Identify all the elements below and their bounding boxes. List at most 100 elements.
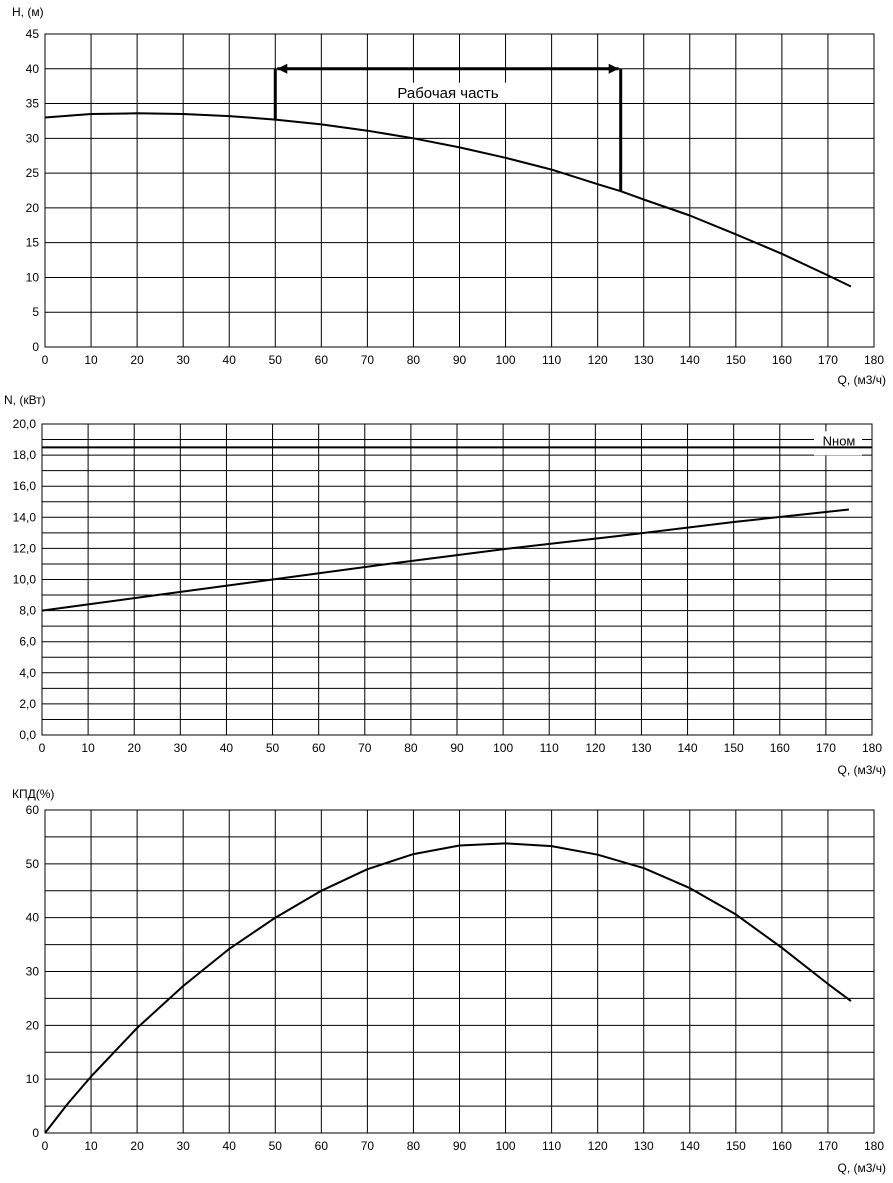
power-x-tick-label: 50 xyxy=(266,741,280,755)
power-x-tick-label: 30 xyxy=(174,741,188,755)
head-y-tick-label: 20 xyxy=(26,201,40,215)
head-x-tick-label: 10 xyxy=(84,353,98,367)
efficiency-x-tick-label: 160 xyxy=(772,1139,792,1153)
power-x-tick-label: 110 xyxy=(540,741,559,755)
head-x-tick-label: 100 xyxy=(496,353,516,367)
power-x-tick-label: 10 xyxy=(81,741,95,755)
power-x-tick-label: 0 xyxy=(39,741,46,755)
power-plot-frame xyxy=(41,423,873,736)
nominal-power-label-background xyxy=(814,431,862,456)
efficiency-x-tick-label: 140 xyxy=(680,1139,700,1153)
efficiency-x-tick-label: 130 xyxy=(634,1139,654,1153)
working-range-label-background xyxy=(381,82,514,103)
power-curve xyxy=(41,508,850,612)
power-y-tick-label: 4,0 xyxy=(19,666,36,680)
head-x-tick-label: 20 xyxy=(130,353,144,367)
power-chart: 0 10 20 30 40 50 60 70 80 90 100 110 120 130 140 150 160… xyxy=(4,393,886,777)
power-y-axis-label: N, (кВт) xyxy=(4,393,46,407)
head-y-tick-label: 45 xyxy=(26,27,40,41)
power-y-tick-label: 14,0 xyxy=(13,510,37,524)
power-x-tick-label: 140 xyxy=(678,741,698,755)
power-y-tick-label: 6,0 xyxy=(19,635,36,649)
efficiency-x-tick-label: 20 xyxy=(130,1139,144,1153)
head-x-tick-label: 40 xyxy=(223,353,237,367)
power-y-tick-label: 2,0 xyxy=(19,697,36,711)
efficiency-y-tick-label: 50 xyxy=(26,857,40,871)
power-y-tick-label: 12,0 xyxy=(13,541,37,555)
power-x-tick-label: 20 xyxy=(128,741,142,755)
power-x-tick-label: 160 xyxy=(770,741,790,755)
head-chart: 0 10 20 30 40 50 60 70 80 90 100 110 120 130 140 150 160… xyxy=(12,5,886,387)
power-x-tick-label: 80 xyxy=(404,741,418,755)
efficiency-y-tick-label: 0 xyxy=(32,1126,39,1140)
head-x-tick-label: 110 xyxy=(542,353,561,367)
efficiency-x-tick-label: 170 xyxy=(818,1139,838,1153)
efficiency-plot-frame xyxy=(44,809,875,1134)
head-x-tick-label: 90 xyxy=(453,353,467,367)
head-x-axis-label: Q, (м3/ч) xyxy=(837,373,886,387)
head-x-tick-label: 60 xyxy=(315,353,329,367)
head-x-tick-label: 80 xyxy=(407,353,421,367)
power-x-tick-label: 90 xyxy=(450,741,464,755)
head-y-tick-label: 40 xyxy=(26,62,40,76)
head-y-axis-label: H, (м) xyxy=(12,5,44,19)
working-range-annotation: Рабочая часть xyxy=(273,63,623,192)
efficiency-y-tick-label: 10 xyxy=(26,1072,40,1086)
efficiency-y-tick-label: 60 xyxy=(26,803,40,817)
head-x-tick-label: 150 xyxy=(726,353,746,367)
efficiency-x-tick-label: 10 xyxy=(84,1139,98,1153)
efficiency-x-axis-label: Q, (м3/ч) xyxy=(837,1161,886,1175)
efficiency-curve xyxy=(44,842,852,1134)
power-y-tick-label: 16,0 xyxy=(13,479,37,493)
head-x-tick-label: 170 xyxy=(818,353,838,367)
head-plot-frame xyxy=(44,33,875,348)
working-range-label: Рабочая часть xyxy=(397,85,498,102)
power-x-tick-label: 130 xyxy=(631,741,651,755)
efficiency-x-tick-label: 120 xyxy=(588,1139,608,1153)
efficiency-x-tick-label: 60 xyxy=(315,1139,329,1153)
head-x-tick-label: 120 xyxy=(588,353,608,367)
head-y-tick-label: 10 xyxy=(26,270,40,284)
head-x-tick-label: 160 xyxy=(772,353,792,367)
efficiency-y-axis-label: КПД(%) xyxy=(12,787,54,801)
head-y-tick-label: 15 xyxy=(26,236,40,250)
working-range-left-arrowhead xyxy=(277,63,288,74)
efficiency-x-tick-label: 40 xyxy=(223,1139,237,1153)
power-y-tick-label: 0,0 xyxy=(19,728,36,742)
efficiency-y-tick-label: 20 xyxy=(26,1018,40,1032)
efficiency-x-tick-label: 80 xyxy=(407,1139,421,1153)
nominal-power-label: Nном xyxy=(823,433,856,448)
head-x-tick-label: 70 xyxy=(361,353,375,367)
efficiency-x-tick-label: 50 xyxy=(269,1139,283,1153)
efficiency-x-tick-label: 110 xyxy=(542,1139,561,1153)
power-x-axis-label: Q, (м3/ч) xyxy=(837,763,886,777)
head-x-tick-label: 130 xyxy=(634,353,654,367)
power-y-tick-label: 10,0 xyxy=(13,573,37,587)
nominal-power-line: Nном xyxy=(42,431,872,456)
efficiency-chart: 0 10 20 30 40 50 60 70 80 90 100 110 120 130 140 150 160… xyxy=(12,787,886,1175)
head-curve xyxy=(44,112,852,288)
head-y-tick-label: 25 xyxy=(26,166,40,180)
working-range-right-arrowhead xyxy=(608,63,619,74)
efficiency-x-tick-label: 100 xyxy=(496,1139,516,1153)
head-y-tick-label: 30 xyxy=(26,131,40,145)
efficiency-x-tick-label: 180 xyxy=(864,1139,884,1153)
power-x-tick-label: 120 xyxy=(585,741,605,755)
power-x-tick-label: 40 xyxy=(220,741,234,755)
head-y-tick-label: 5 xyxy=(32,305,39,319)
efficiency-x-tick-label: 90 xyxy=(453,1139,467,1153)
efficiency-x-tick-label: 30 xyxy=(176,1139,190,1153)
head-x-tick-label: 30 xyxy=(176,353,190,367)
head-x-tick-label: 180 xyxy=(864,353,884,367)
power-x-tick-label: 100 xyxy=(493,741,513,755)
efficiency-x-tick-label: 0 xyxy=(42,1139,49,1153)
efficiency-y-tick-label: 40 xyxy=(26,911,40,925)
power-x-tick-label: 150 xyxy=(724,741,744,755)
head-x-tick-label: 50 xyxy=(269,353,283,367)
head-x-tick-label: 140 xyxy=(680,353,700,367)
power-x-tick-label: 170 xyxy=(816,741,836,755)
head-y-tick-label: 0 xyxy=(32,340,39,354)
power-x-tick-label: 60 xyxy=(312,741,326,755)
power-y-tick-label: 18,0 xyxy=(13,448,37,462)
